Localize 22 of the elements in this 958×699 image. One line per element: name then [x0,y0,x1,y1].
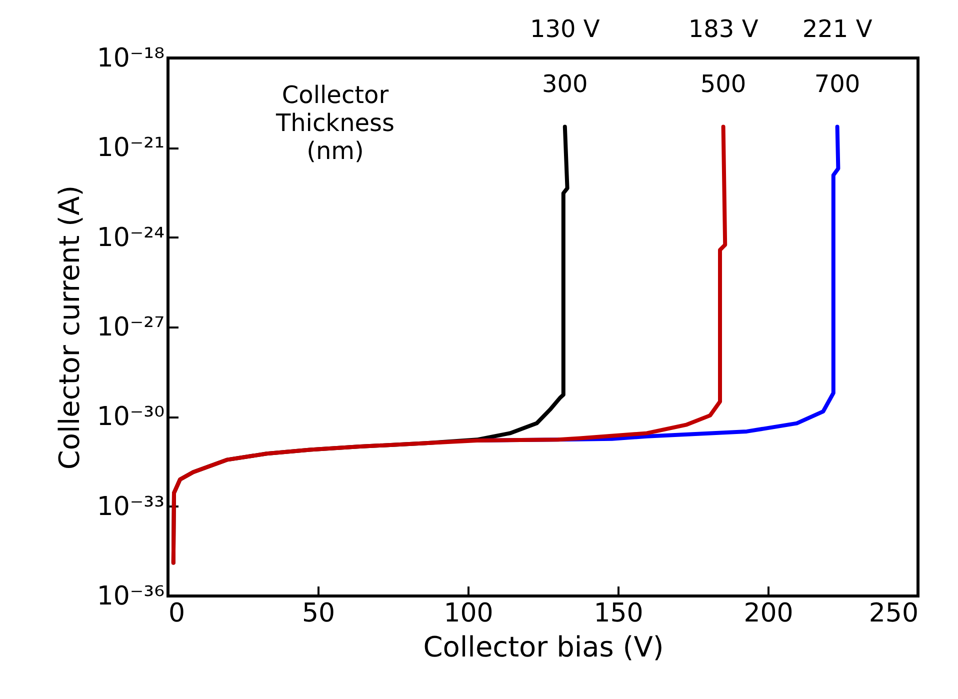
series-label: 300 [542,70,588,98]
x-tick-label: 250 [868,598,918,628]
x-axis-title: Collector bias (V) [423,630,664,664]
text: 221 V [802,15,873,43]
legend-title: Collector Thickness (nm) [274,81,395,165]
y-tick-label: 10⁻³⁶ [96,582,164,612]
y-tick-label: 10⁻²⁴ [96,222,164,253]
x-tick-label: 100 [444,598,494,628]
series-label: 500 [700,70,746,98]
y-tick-label: 10⁻²¹ [96,133,164,164]
series-label: 700 [814,70,860,98]
x-tick-label: 0 [168,598,186,628]
x-tick-label: 50 [302,598,336,628]
x-tick-label: 200 [744,598,794,628]
y-tick-label: 10⁻²⁷ [96,312,164,342]
y-axis-title: Collector current (A) [52,185,86,470]
x-tick-label: 150 [594,598,644,628]
y-tick-label: 10⁻³³ [96,492,164,522]
y-tick-label: 10⁻¹⁸ [96,44,164,74]
y-tick-label: 10⁻³⁰ [96,402,164,432]
text: 130 V [530,15,600,43]
text: 183 V [688,15,759,43]
